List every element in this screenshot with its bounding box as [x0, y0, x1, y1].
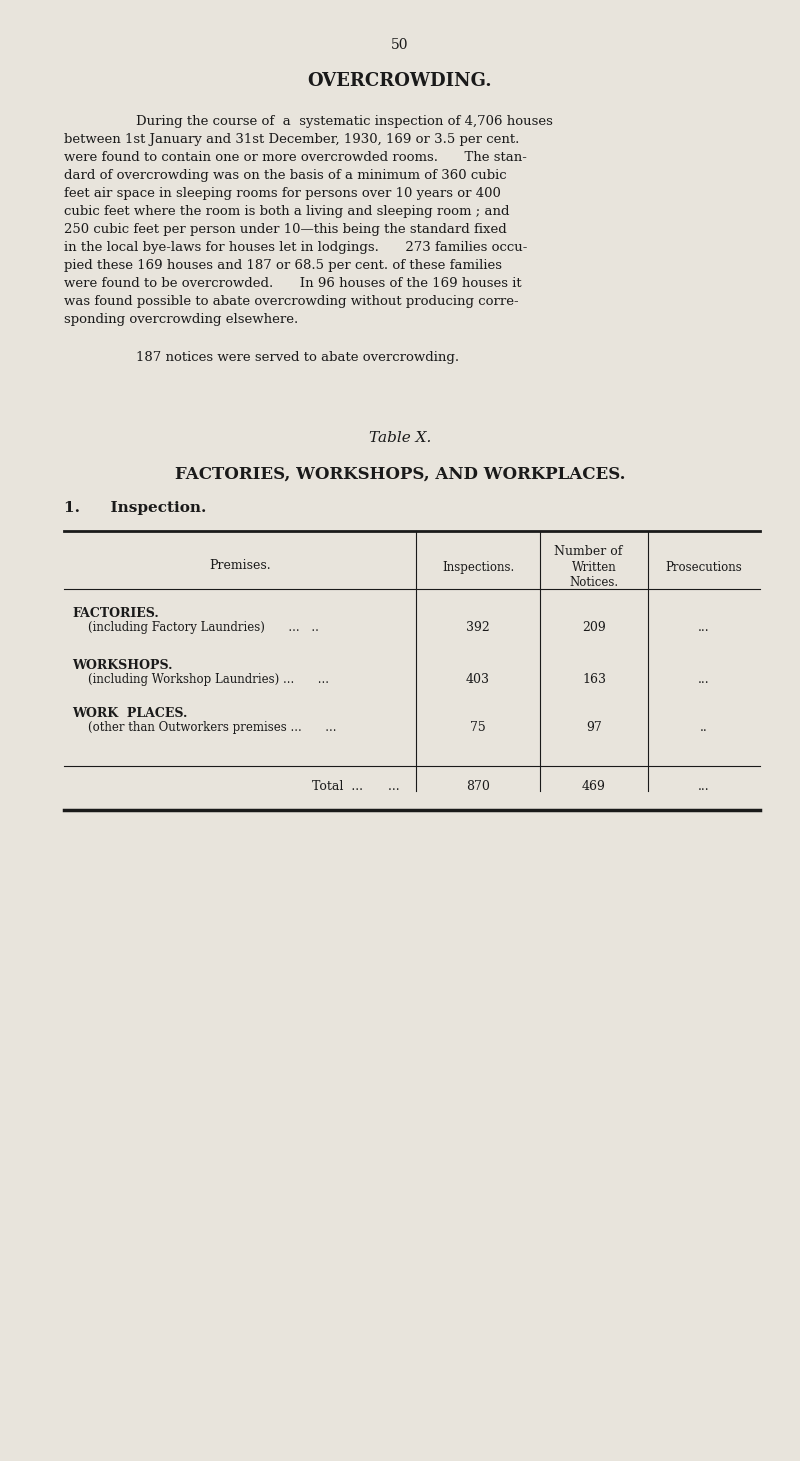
- Text: ..: ..: [700, 720, 708, 733]
- Text: 75: 75: [470, 720, 486, 733]
- Text: 403: 403: [466, 674, 490, 687]
- Text: 1.  Inspection.: 1. Inspection.: [64, 501, 206, 514]
- Text: 469: 469: [582, 780, 606, 793]
- Text: cubic feet where the room is both a living and sleeping room ; and: cubic feet where the room is both a livi…: [64, 205, 510, 218]
- Text: Total  ...  ...: Total ... ...: [312, 780, 400, 793]
- Text: 187 notices were served to abate overcrowding.: 187 notices were served to abate overcro…: [136, 351, 459, 364]
- Text: Premises.: Premises.: [209, 560, 271, 573]
- Text: in the local bye-laws for houses let in lodgings.  273 families occu-: in the local bye-laws for houses let in …: [64, 241, 527, 254]
- Text: Written
Notices.: Written Notices.: [570, 561, 618, 589]
- Text: Inspections.: Inspections.: [442, 561, 514, 574]
- Text: WORKSHOPS.: WORKSHOPS.: [72, 659, 173, 672]
- Text: between 1st January and 31st December, 1930, 169 or 3.5 per cent.: between 1st January and 31st December, 1…: [64, 133, 519, 146]
- Text: ...: ...: [698, 674, 710, 687]
- Text: was found possible to abate overcrowding without producing corre-: was found possible to abate overcrowding…: [64, 295, 518, 308]
- Text: FACTORIES, WORKSHOPS, AND WORKPLACES.: FACTORIES, WORKSHOPS, AND WORKPLACES.: [174, 466, 626, 484]
- Text: (including Workshop Laundries) ...  ...: (including Workshop Laundries) ... ...: [88, 674, 329, 687]
- Text: 392: 392: [466, 621, 490, 634]
- Text: ...: ...: [698, 621, 710, 634]
- Text: feet air space in sleeping rooms for persons over 10 years or 400: feet air space in sleeping rooms for per…: [64, 187, 501, 200]
- Text: FACTORIES.: FACTORIES.: [72, 606, 158, 619]
- Text: ...: ...: [698, 780, 710, 793]
- Text: sponding overcrowding elsewhere.: sponding overcrowding elsewhere.: [64, 313, 298, 326]
- Text: 163: 163: [582, 674, 606, 687]
- Text: dard of overcrowding was on the basis of a minimum of 360 cubic: dard of overcrowding was on the basis of…: [64, 169, 506, 183]
- Text: were found to be overcrowded.  In 96 houses of the 169 houses it: were found to be overcrowded. In 96 hous…: [64, 278, 522, 289]
- Text: were found to contain one or more overcrowded rooms.  The stan-: were found to contain one or more overcr…: [64, 150, 527, 164]
- Text: 209: 209: [582, 621, 606, 634]
- Text: OVERCROWDING.: OVERCROWDING.: [308, 72, 492, 91]
- Text: 250 cubic feet per person under 10—this being the standard fixed: 250 cubic feet per person under 10—this …: [64, 224, 506, 237]
- Text: (other than Outworkers premises ...  ...: (other than Outworkers premises ... ...: [88, 720, 337, 733]
- Text: pied these 169 houses and 187 or 68.5 per cent. of these families: pied these 169 houses and 187 or 68.5 pe…: [64, 259, 502, 272]
- Text: WORK  PLACES.: WORK PLACES.: [72, 707, 187, 720]
- Text: Table X.: Table X.: [369, 431, 431, 446]
- Text: Number of: Number of: [554, 545, 622, 558]
- Text: During the course of  a  systematic inspection of 4,706 houses: During the course of a systematic inspec…: [136, 115, 553, 129]
- Text: 97: 97: [586, 720, 602, 733]
- Text: 50: 50: [391, 38, 409, 53]
- Text: 870: 870: [466, 780, 490, 793]
- Text: (including Factory Laundries)  ... ..: (including Factory Laundries) ... ..: [88, 621, 319, 634]
- Text: Prosecutions: Prosecutions: [666, 561, 742, 574]
